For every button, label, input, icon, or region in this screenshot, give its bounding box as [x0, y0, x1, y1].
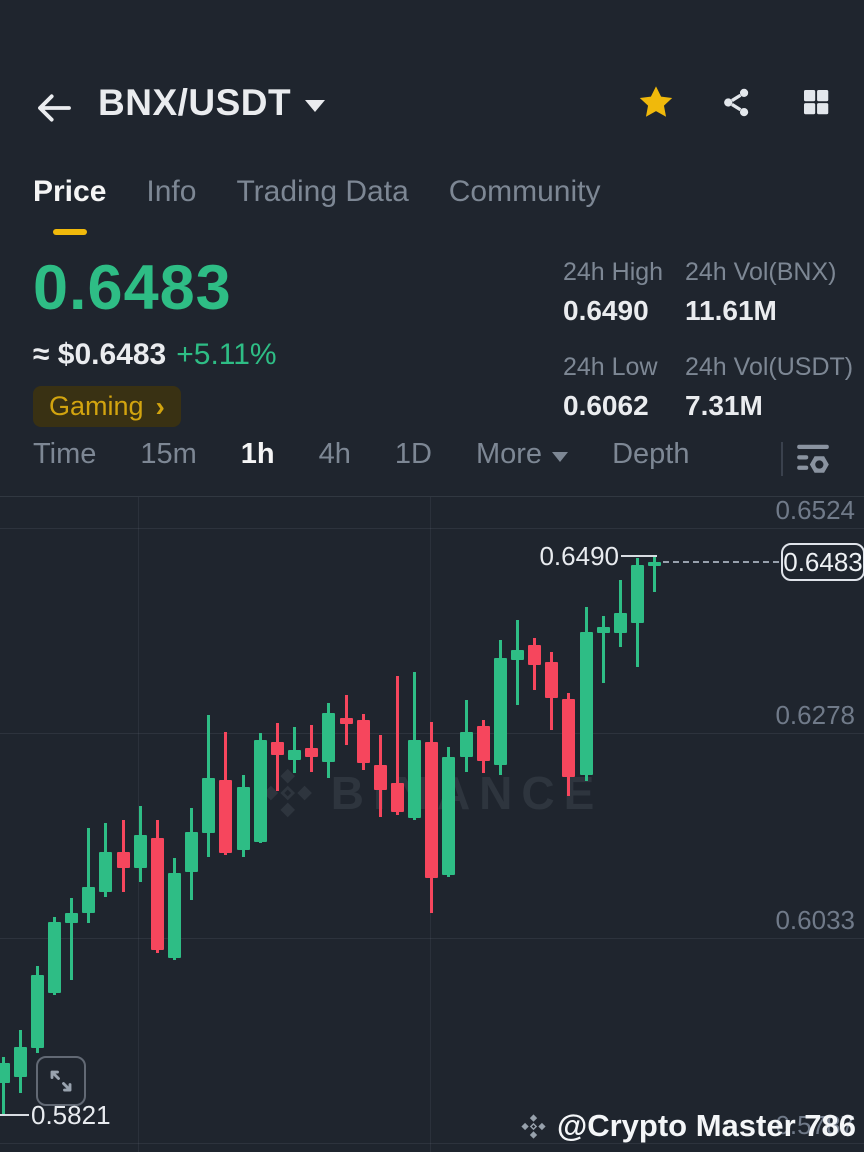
- stat-label: 24h Vol(BNX): [685, 258, 837, 286]
- price-change: +5.11%: [176, 338, 277, 371]
- share-button[interactable]: [718, 84, 754, 120]
- timeframe-label: Depth: [612, 438, 690, 470]
- credit-text: @Crypto Master 786: [557, 1108, 856, 1143]
- category-tag-gaming[interactable]: Gaming ›: [33, 386, 181, 427]
- fiat-approx: ≈ $0.6483: [33, 338, 167, 371]
- tag-label: Gaming: [49, 391, 144, 421]
- tab-community[interactable]: Community: [448, 175, 601, 208]
- stat-24h-high: 24h High 0.6490: [563, 258, 685, 327]
- stat-24h-low: 24h Low 0.6062: [563, 353, 685, 422]
- expand-arrows-icon: [50, 1070, 72, 1092]
- indicator-settings-icon: [797, 444, 829, 473]
- tag-arrow-icon: ›: [155, 390, 165, 422]
- timeframe-1d[interactable]: 1D: [395, 438, 432, 471]
- stat-24h-vol-bnx-: 24h Vol(BNX) 11.61M: [685, 258, 853, 327]
- timeframe-label: 4h: [318, 438, 351, 470]
- stat-label: 24h High: [563, 258, 664, 286]
- grid-icon: [804, 90, 829, 115]
- timeframe-15m[interactable]: 15m: [140, 438, 196, 471]
- binance-diamond-icon: [521, 1113, 546, 1139]
- page-title: BNX/USDT: [98, 82, 292, 123]
- timeframe-time[interactable]: Time: [33, 438, 96, 471]
- stat-value: 7.31M: [685, 390, 763, 421]
- favorite-star-button[interactable]: [638, 84, 674, 120]
- top-tabs: Price Info Trading Data Community: [33, 175, 601, 235]
- chart-toolbar: Time 15m 1h 4h 1D More Depth: [0, 438, 864, 482]
- timeframe-label: More: [475, 438, 543, 470]
- timeframe-4h[interactable]: 4h: [319, 438, 351, 471]
- back-button[interactable]: [34, 88, 78, 132]
- timeframe-label: 15m: [140, 438, 197, 470]
- stat-label: 24h Low: [563, 353, 658, 381]
- price-block: 0.6483 ≈ $0.6483 +5.11% Gaming ›: [33, 252, 277, 427]
- tab-price[interactable]: Price: [33, 175, 106, 235]
- toolbar-divider: [781, 442, 783, 476]
- fullscreen-expand-button[interactable]: [36, 1056, 86, 1106]
- active-tab-underline: [52, 229, 87, 235]
- stats-grid: 24h High 0.6490 24h Vol(BNX) 11.61M 24h Low 0…: [563, 258, 853, 422]
- tab-info[interactable]: Info: [146, 175, 197, 208]
- stat-value: 11.61M: [685, 295, 777, 326]
- pair-selector[interactable]: BNX/USDT: [98, 82, 326, 124]
- star-icon: [639, 86, 673, 117]
- timeframe-label: Time: [33, 438, 97, 470]
- timeframe-more[interactable]: More: [475, 438, 569, 471]
- timeframe-label: 1D: [394, 438, 432, 470]
- fiat-price-line: ≈ $0.6483 +5.11%: [33, 338, 277, 372]
- credit-watermark: @Crypto Master 786: [520, 1108, 856, 1144]
- stat-value: 0.6062: [563, 390, 649, 421]
- tab-trading-data[interactable]: Trading Data: [236, 175, 409, 208]
- chevron-down-icon: [552, 451, 569, 462]
- chevron-down-icon: [305, 100, 326, 112]
- stat-label: 24h Vol(USDT): [685, 353, 854, 381]
- timeframe-label: 1h: [240, 438, 275, 470]
- chart-canvas[interactable]: [0, 496, 864, 1152]
- share-icon: [723, 88, 748, 116]
- timeframe-1h[interactable]: 1h: [241, 438, 275, 471]
- header-bar: BNX/USDT: [0, 82, 864, 142]
- stat-24h-vol-usdt-: 24h Vol(USDT) 7.31M: [685, 353, 853, 422]
- timeframe-depth[interactable]: Depth: [612, 438, 689, 471]
- stat-value: 0.6490: [563, 295, 649, 326]
- back-arrow-icon: [38, 94, 71, 122]
- grid-menu-button[interactable]: [798, 84, 834, 120]
- last-price: 0.6483: [33, 253, 232, 323]
- indicator-settings-button[interactable]: [794, 440, 832, 478]
